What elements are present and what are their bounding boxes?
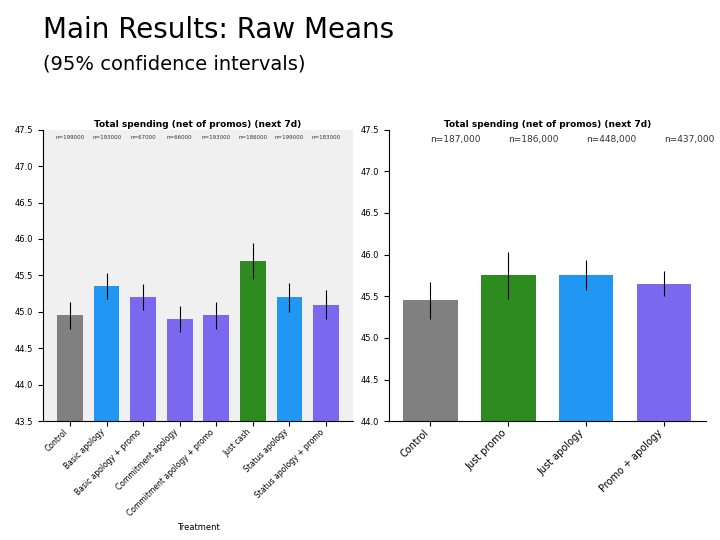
Bar bbox=[481, 275, 536, 540]
Text: n=437,000: n=437,000 bbox=[664, 136, 714, 144]
Bar bbox=[167, 319, 192, 540]
Text: n=186,000: n=186,000 bbox=[508, 136, 559, 144]
Text: n=199000: n=199000 bbox=[275, 136, 304, 140]
Text: n=67000: n=67000 bbox=[130, 136, 156, 140]
X-axis label: Treatment: Treatment bbox=[176, 523, 220, 532]
Bar bbox=[403, 300, 458, 540]
Title: Total spending (net of promos) (next 7d): Total spending (net of promos) (next 7d) bbox=[94, 120, 302, 129]
Text: n=186000: n=186000 bbox=[238, 136, 267, 140]
Text: (95% confidence intervals): (95% confidence intervals) bbox=[43, 54, 306, 73]
Bar bbox=[559, 275, 613, 540]
Text: n=66000: n=66000 bbox=[167, 136, 192, 140]
Bar bbox=[94, 286, 120, 540]
Text: Main Results: Raw Means: Main Results: Raw Means bbox=[43, 16, 395, 44]
Bar bbox=[636, 284, 691, 540]
Text: n=183000: n=183000 bbox=[311, 136, 341, 140]
Title: Total spending (net of promos) (next 7d): Total spending (net of promos) (next 7d) bbox=[444, 120, 651, 129]
Bar bbox=[58, 315, 83, 540]
Text: n=448,000: n=448,000 bbox=[586, 136, 636, 144]
Text: n=199000: n=199000 bbox=[55, 136, 85, 140]
Text: n=193000: n=193000 bbox=[202, 136, 231, 140]
Text: n=193000: n=193000 bbox=[92, 136, 121, 140]
Bar bbox=[204, 315, 229, 540]
Bar bbox=[130, 297, 156, 540]
Bar bbox=[276, 297, 302, 540]
Bar bbox=[313, 305, 338, 540]
Text: n=187,000: n=187,000 bbox=[431, 136, 481, 144]
Bar bbox=[240, 261, 266, 540]
